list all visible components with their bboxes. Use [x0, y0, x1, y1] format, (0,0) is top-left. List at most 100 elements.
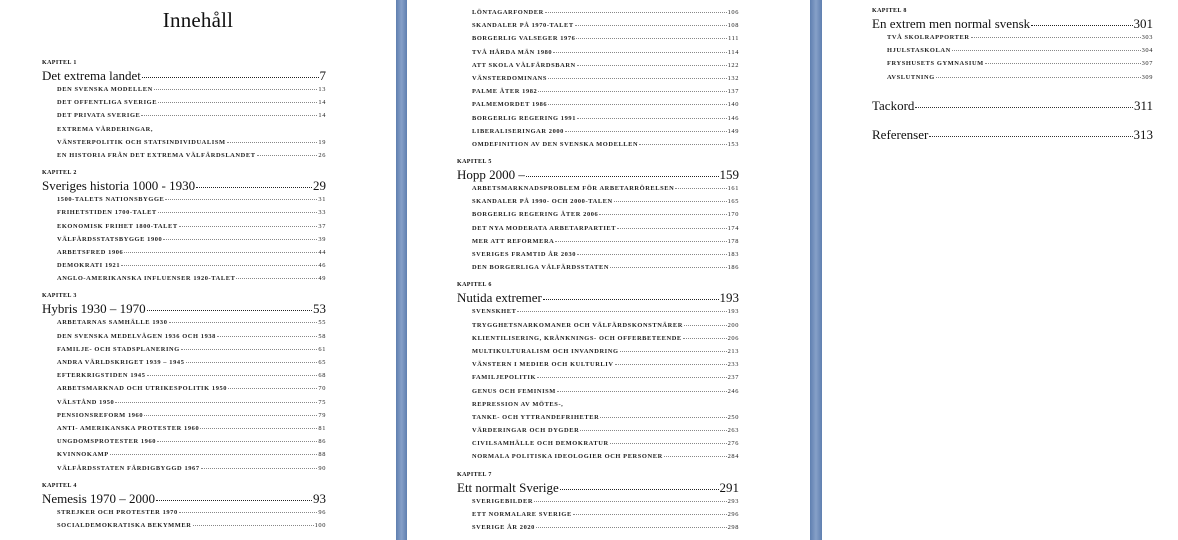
toc-entry[interactable]: Vänstern i medier och kulturliv 233	[457, 358, 739, 371]
toc-entry[interactable]: Familjepolitik 237	[457, 371, 739, 384]
toc-entry[interactable]: Skandaler på 1970-talet 108	[457, 19, 739, 32]
toc-entry[interactable]: Det nya moderata arbetarpartiet 174	[457, 222, 739, 235]
toc-entry[interactable]: Multikulturalism och invandring 213	[457, 345, 739, 358]
toc-entry[interactable]: Omdefinition av den svenska modellen 153	[457, 138, 739, 151]
toc-chapter-heading[interactable]: Nutida extremer 193	[457, 290, 739, 305]
toc-entry[interactable]: Två hårda män 1980 114	[457, 46, 739, 59]
toc-entry[interactable]: Genus och feminism 246	[457, 385, 739, 398]
dot-leader	[534, 500, 727, 502]
dot-leader	[144, 414, 318, 416]
toc-entry[interactable]: Det offentliga Sverige 14	[42, 96, 326, 109]
toc-entry[interactable]: 1500-talets nationsbygge 31	[42, 193, 326, 206]
toc-entry[interactable]: Välfärdsstaten färdigbyggd 1967 90	[42, 462, 326, 475]
toc-entry[interactable]: Att skola välfärdsbarn 122	[457, 59, 739, 72]
toc-entry[interactable]: Skandaler på 1990- och 2000-talen 165	[457, 195, 739, 208]
toc-chapter-heading[interactable]: En extrem men normal svensk 301	[872, 16, 1153, 31]
toc-entry[interactable]: Två skolrapporter 303	[872, 31, 1153, 44]
dot-leader	[178, 225, 318, 227]
toc-entry[interactable]: Anglo-amerikanska influenser 1920-talet 4…	[42, 272, 326, 285]
toc-entry[interactable]: Klientilisering, kränknings- och offerbe…	[457, 332, 739, 345]
toc-chapter-heading[interactable]: Hybris 1930 – 1970 53	[42, 301, 326, 316]
toc-entry[interactable]: Den borgerliga välfärdsstaten 186	[457, 261, 739, 274]
toc-entry[interactable]: Ekonomisk frihet 1800-talet 37	[42, 220, 326, 233]
entry-title: Vänsterdominans	[472, 74, 548, 82]
toc-chapter-heading[interactable]: Det extrema landet 7	[42, 68, 326, 83]
dot-leader	[538, 91, 727, 93]
page-number: 307	[1141, 60, 1153, 68]
dot-leader	[548, 77, 727, 79]
toc-entry[interactable]: Svenskhet 193	[457, 305, 739, 318]
toc-entry[interactable]: Normala politiska ideologier och persone…	[457, 450, 739, 463]
toc-entry-line[interactable]: Repression av mötes-,	[472, 400, 564, 408]
toc-entry[interactable]: Demokrati 1921 46	[42, 259, 326, 272]
toc-entry[interactable]: Hjulstaskolan 304	[872, 44, 1153, 57]
toc-entry-line[interactable]: Extrema värderingar,	[57, 125, 154, 133]
toc-chapter-heading[interactable]: Tackord 311	[872, 98, 1153, 113]
toc-entry[interactable]: Andra världskriget 1939 – 1945 65	[42, 356, 326, 369]
toc-list: Kapitel 1 Det extrema landet 7 Den svenska …	[42, 58, 326, 532]
dot-leader	[683, 324, 727, 326]
toc-entry[interactable]: Sverige år 2020 298	[457, 521, 739, 534]
toc-entry[interactable]: Arbetsfred 1906 44	[42, 246, 326, 259]
toc-entry[interactable]: Arbetsmarknad och utrikespolitik 1950 70	[42, 382, 326, 395]
toc-entry[interactable]: Välfärdsstatsbygge 1900 39	[42, 233, 326, 246]
entry-title: Anglo-amerikanska influenser 1920-talet	[57, 275, 236, 283]
page-number: 100	[314, 521, 326, 529]
toc-entry[interactable]: Palmemordet 1986 140	[457, 98, 739, 111]
dot-leader	[163, 238, 318, 240]
toc-entry[interactable]: Värderingar och dygder 263	[457, 424, 739, 437]
toc-entry[interactable]: Efterkrigstiden 1945 68	[42, 369, 326, 382]
toc-chapter-heading[interactable]: Referenser 313	[872, 127, 1153, 142]
toc-entry[interactable]: vänsterpolitik och statsindividualism 19	[42, 136, 326, 149]
toc-entry[interactable]: Sverigebilder 293	[457, 495, 739, 508]
toc-chapter-heading[interactable]: Ett normalt Sverige 291	[457, 480, 739, 495]
toc-entry[interactable]: Vänsterdominans 132	[457, 72, 739, 85]
toc-entry[interactable]: Fryshusets gymnasium 307	[872, 57, 1153, 70]
toc-entry[interactable]: Ett normalare Sverige 296	[457, 508, 739, 521]
toc-entry[interactable]: En historia från det extrema välfärdslan…	[42, 149, 326, 162]
entry-title: Kvinnokamp	[57, 451, 109, 459]
toc-entry[interactable]: Pensionsreform 1960 79	[42, 409, 326, 422]
toc-entry[interactable]: tanke- och yttrandefriheter 250	[457, 411, 739, 424]
toc-entry[interactable]: Ungdomsprotester 1960 86	[42, 435, 326, 448]
dot-leader	[663, 456, 727, 458]
dot-leader	[226, 141, 318, 143]
toc-entry[interactable]: Välstånd 1950 75	[42, 396, 326, 409]
dot-leader	[675, 188, 727, 190]
toc-entry[interactable]: Strejker och protester 1970 96	[42, 506, 326, 519]
toc-chapter-heading[interactable]: Hopp 2000 – 159	[457, 167, 739, 182]
toc-entry[interactable]: Avslutning 309	[872, 71, 1153, 84]
toc-entry[interactable]: Borgerlig regering 1991 146	[457, 112, 739, 125]
entry-title: Löntagarfonder	[472, 9, 544, 16]
toc-chapter-heading[interactable]: Nemesis 1970 – 2000 93	[42, 491, 326, 506]
toc-entry[interactable]: Familje- och stadsplanering 61	[42, 343, 326, 356]
toc-entry[interactable]: Kvinnokamp 88	[42, 448, 326, 461]
page-number: 96	[318, 508, 326, 516]
toc-list: Löntagarfonder 106 Skandaler på 1970-talet…	[457, 6, 739, 534]
page-number: 68	[318, 372, 326, 380]
toc-entry[interactable]: Civilsamhälle och demokratur 276	[457, 437, 739, 450]
page-number: 39	[318, 235, 326, 243]
toc-entry[interactable]: Anti- amerikanska protester 1960 81	[42, 422, 326, 435]
toc-entry[interactable]: Löntagarfonder 106	[457, 6, 739, 19]
toc-entry[interactable]: Liberaliseringar 2000 149	[457, 125, 739, 138]
toc-entry[interactable]: Den svenska medelvägen 1936 och 1938 58	[42, 330, 326, 343]
toc-entry[interactable]: Det privata Sverige 14	[42, 109, 326, 122]
page-number: 313	[1133, 126, 1154, 142]
toc-entry[interactable]: Trygghetsnarkomaner och välfärdskonstnär…	[457, 319, 739, 332]
toc-entry[interactable]: Palme åter 1982 137	[457, 85, 739, 98]
toc-entry[interactable]: Frihetstiden 1700-talet 33	[42, 206, 326, 219]
toc-entry[interactable]: Sveriges framtid år 2030 183	[457, 248, 739, 261]
toc-entry[interactable]: Borgerlig regering åter 2006 170	[457, 208, 739, 221]
toc-entry[interactable]: Socialdemokratiska bekymmer 100	[42, 519, 326, 532]
toc-entry[interactable]: Arbetarnas samhälle 1930 55	[42, 316, 326, 329]
toc-entry[interactable]: Den svenska modellen 13	[42, 83, 326, 96]
toc-entry[interactable]: Borgerlig valseger 1976 111	[457, 32, 739, 45]
dot-leader	[525, 176, 719, 178]
dot-leader	[600, 416, 727, 418]
toc-chapter-heading[interactable]: Sveriges historia 1000 - 1930 29	[42, 178, 326, 193]
page-number: 200	[727, 321, 739, 329]
toc-entry[interactable]: Arbetsmarknadsproblem för arbetarrörelse…	[457, 182, 739, 195]
dot-leader	[577, 254, 727, 255]
toc-entry[interactable]: Mer att reformera 178	[457, 235, 739, 248]
